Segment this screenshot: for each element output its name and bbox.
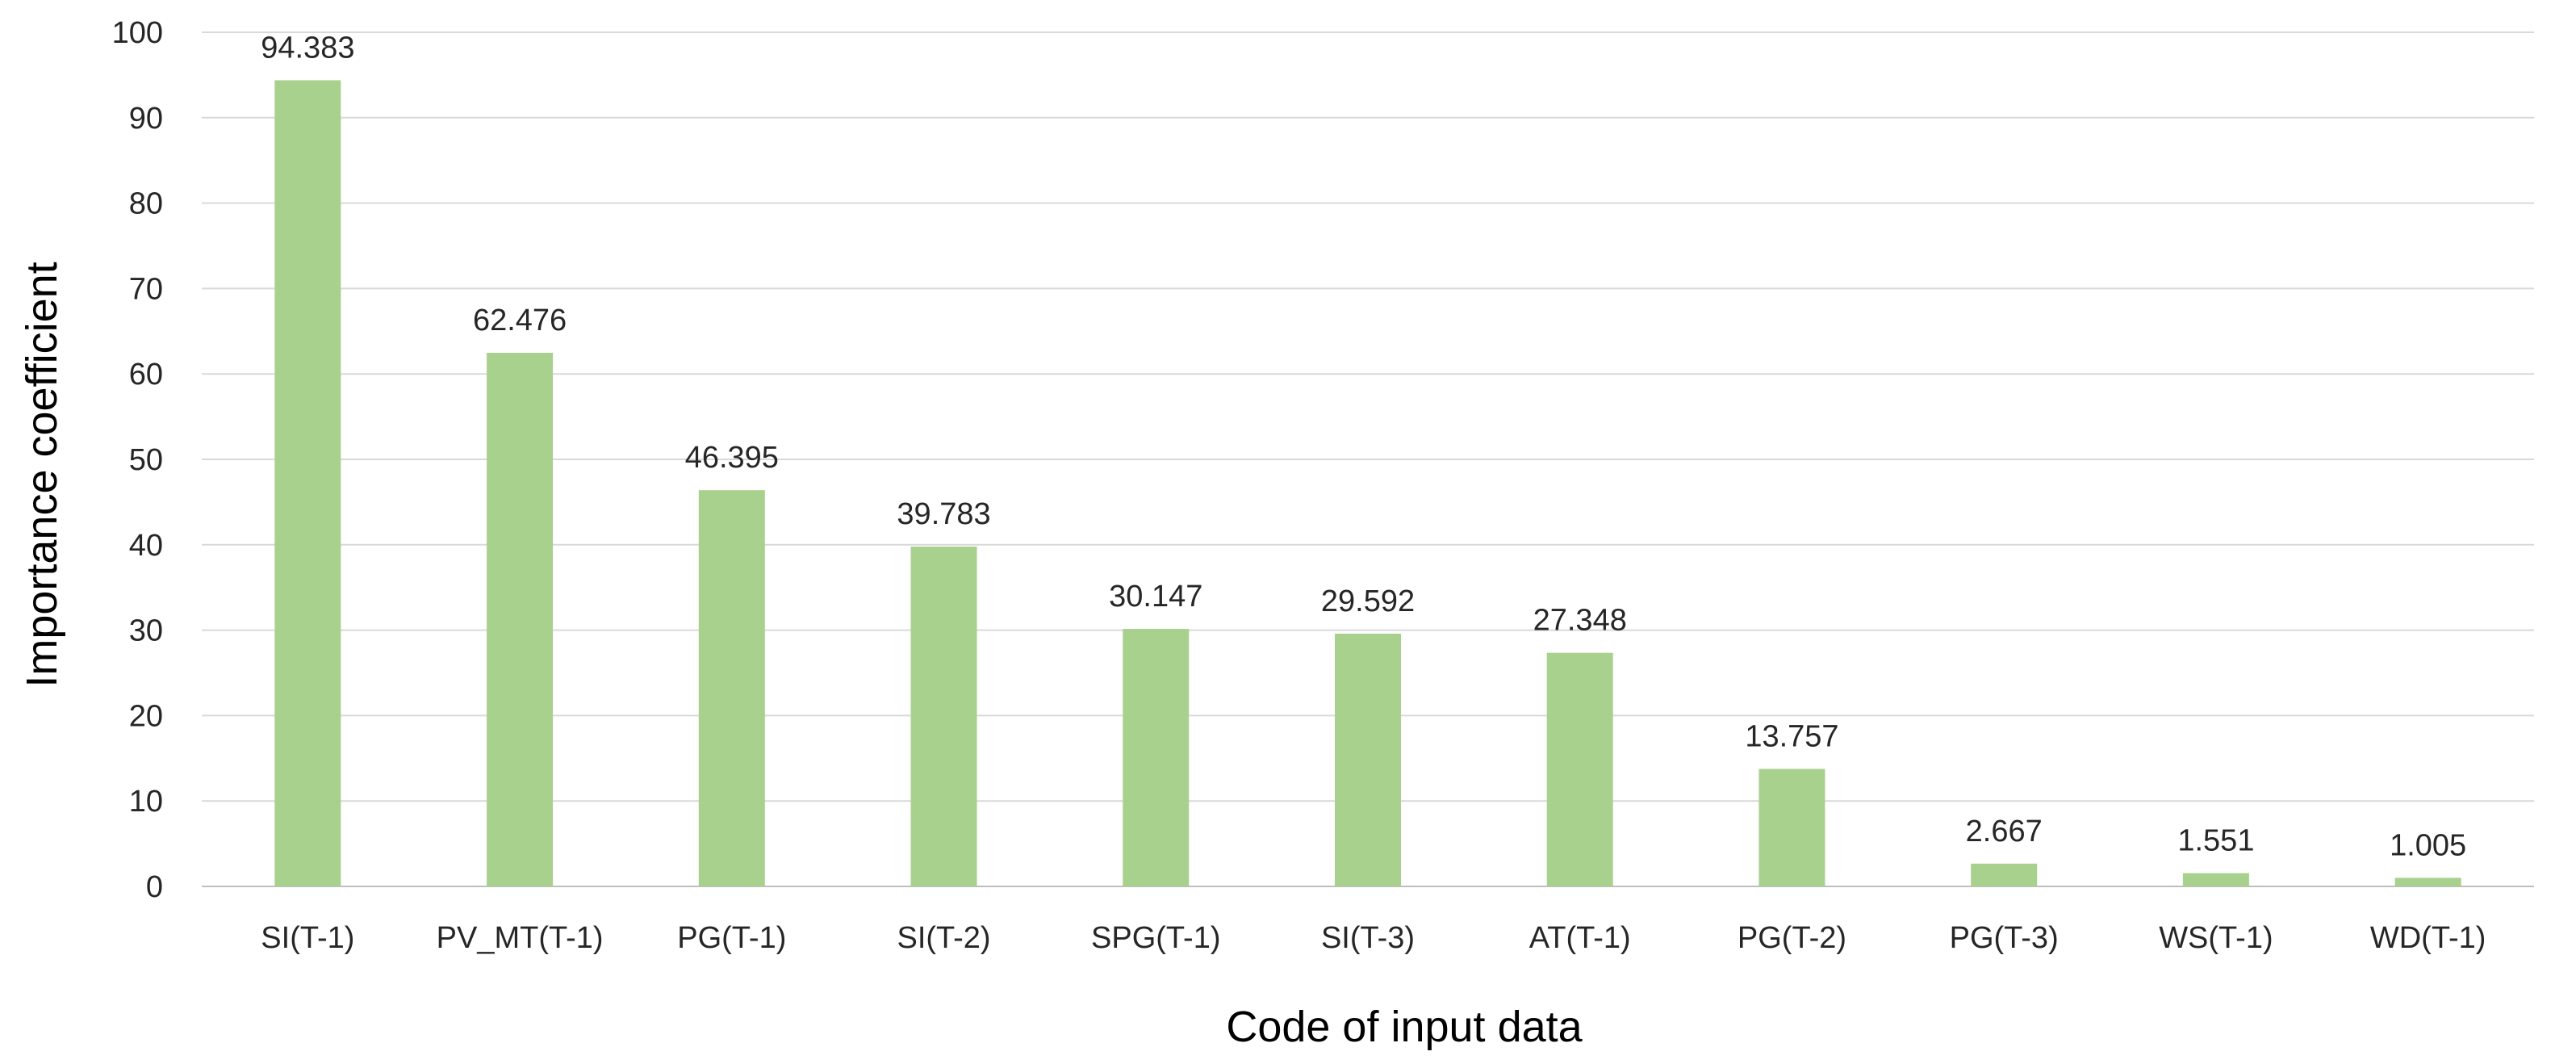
y-tick-label: 30 xyxy=(129,614,163,648)
data-label: 46.395 xyxy=(685,441,779,475)
x-tick-label: SPG(T-1) xyxy=(1091,921,1220,955)
x-tick-label: SI(T-2) xyxy=(897,921,990,955)
bar xyxy=(1546,652,1613,886)
data-label: 27.348 xyxy=(1533,604,1627,638)
data-label: 1.005 xyxy=(2390,828,2466,862)
x-tick-label: PG(T-2) xyxy=(1738,921,1846,955)
data-label: 39.783 xyxy=(897,497,990,531)
x-tick-label: AT(T-1) xyxy=(1529,921,1631,955)
bar xyxy=(1123,629,1190,886)
x-tick-label: WD(T-1) xyxy=(2370,921,2486,955)
data-label: 29.592 xyxy=(1321,584,1415,618)
x-tick-label: PG(T-3) xyxy=(1950,921,2059,955)
bar xyxy=(274,80,341,886)
bar xyxy=(2394,878,2461,886)
data-labels: 94.383 62.476 46.395 39.783 30.147 29.592 27.3… xyxy=(261,31,2466,862)
y-tick-label: 70 xyxy=(129,272,163,306)
y-tick-label: 40 xyxy=(129,529,163,563)
x-tick-label: PG(T-1) xyxy=(677,921,786,955)
bar xyxy=(1335,633,1401,886)
data-label: 62.476 xyxy=(473,304,567,337)
y-tick-label: 20 xyxy=(129,699,163,733)
x-tick-label: WS(T-1) xyxy=(2159,921,2273,955)
y-tick-label: 90 xyxy=(129,102,163,136)
y-tick-label: 60 xyxy=(129,358,163,392)
bar xyxy=(910,547,977,886)
bar xyxy=(1758,769,1825,886)
data-label: 2.667 xyxy=(1966,815,2043,848)
data-label: 1.551 xyxy=(2177,824,2254,858)
gridlines xyxy=(202,31,2534,887)
bar xyxy=(2182,873,2249,886)
x-tick-label: SI(T-1) xyxy=(261,921,354,955)
y-tick-label: 80 xyxy=(129,187,163,221)
data-label: 13.757 xyxy=(1745,719,1838,753)
y-tick-label: 0 xyxy=(146,870,163,904)
y-axis-ticks: 0 10 20 30 40 50 60 70 80 90 100 xyxy=(112,16,163,904)
x-axis-title: Code of input data xyxy=(1226,1003,1583,1051)
y-tick-label: 50 xyxy=(129,443,163,477)
x-tick-label: SI(T-3) xyxy=(1321,921,1415,955)
bar xyxy=(698,490,765,886)
y-tick-label: 100 xyxy=(112,16,163,50)
bars xyxy=(274,80,2461,886)
x-tick-label: PV_MT(T-1) xyxy=(437,921,604,955)
data-label: 30.147 xyxy=(1109,580,1202,614)
y-tick-label: 10 xyxy=(129,785,163,819)
y-axis-title: Importance coefficient xyxy=(18,262,66,687)
bar xyxy=(487,353,554,886)
x-axis-ticks: SI(T-1) PV_MT(T-1) PG(T-1) SI(T-2) SPG(T-1) S… xyxy=(261,921,2486,955)
bar xyxy=(1971,863,2038,886)
data-label: 94.383 xyxy=(261,31,354,65)
